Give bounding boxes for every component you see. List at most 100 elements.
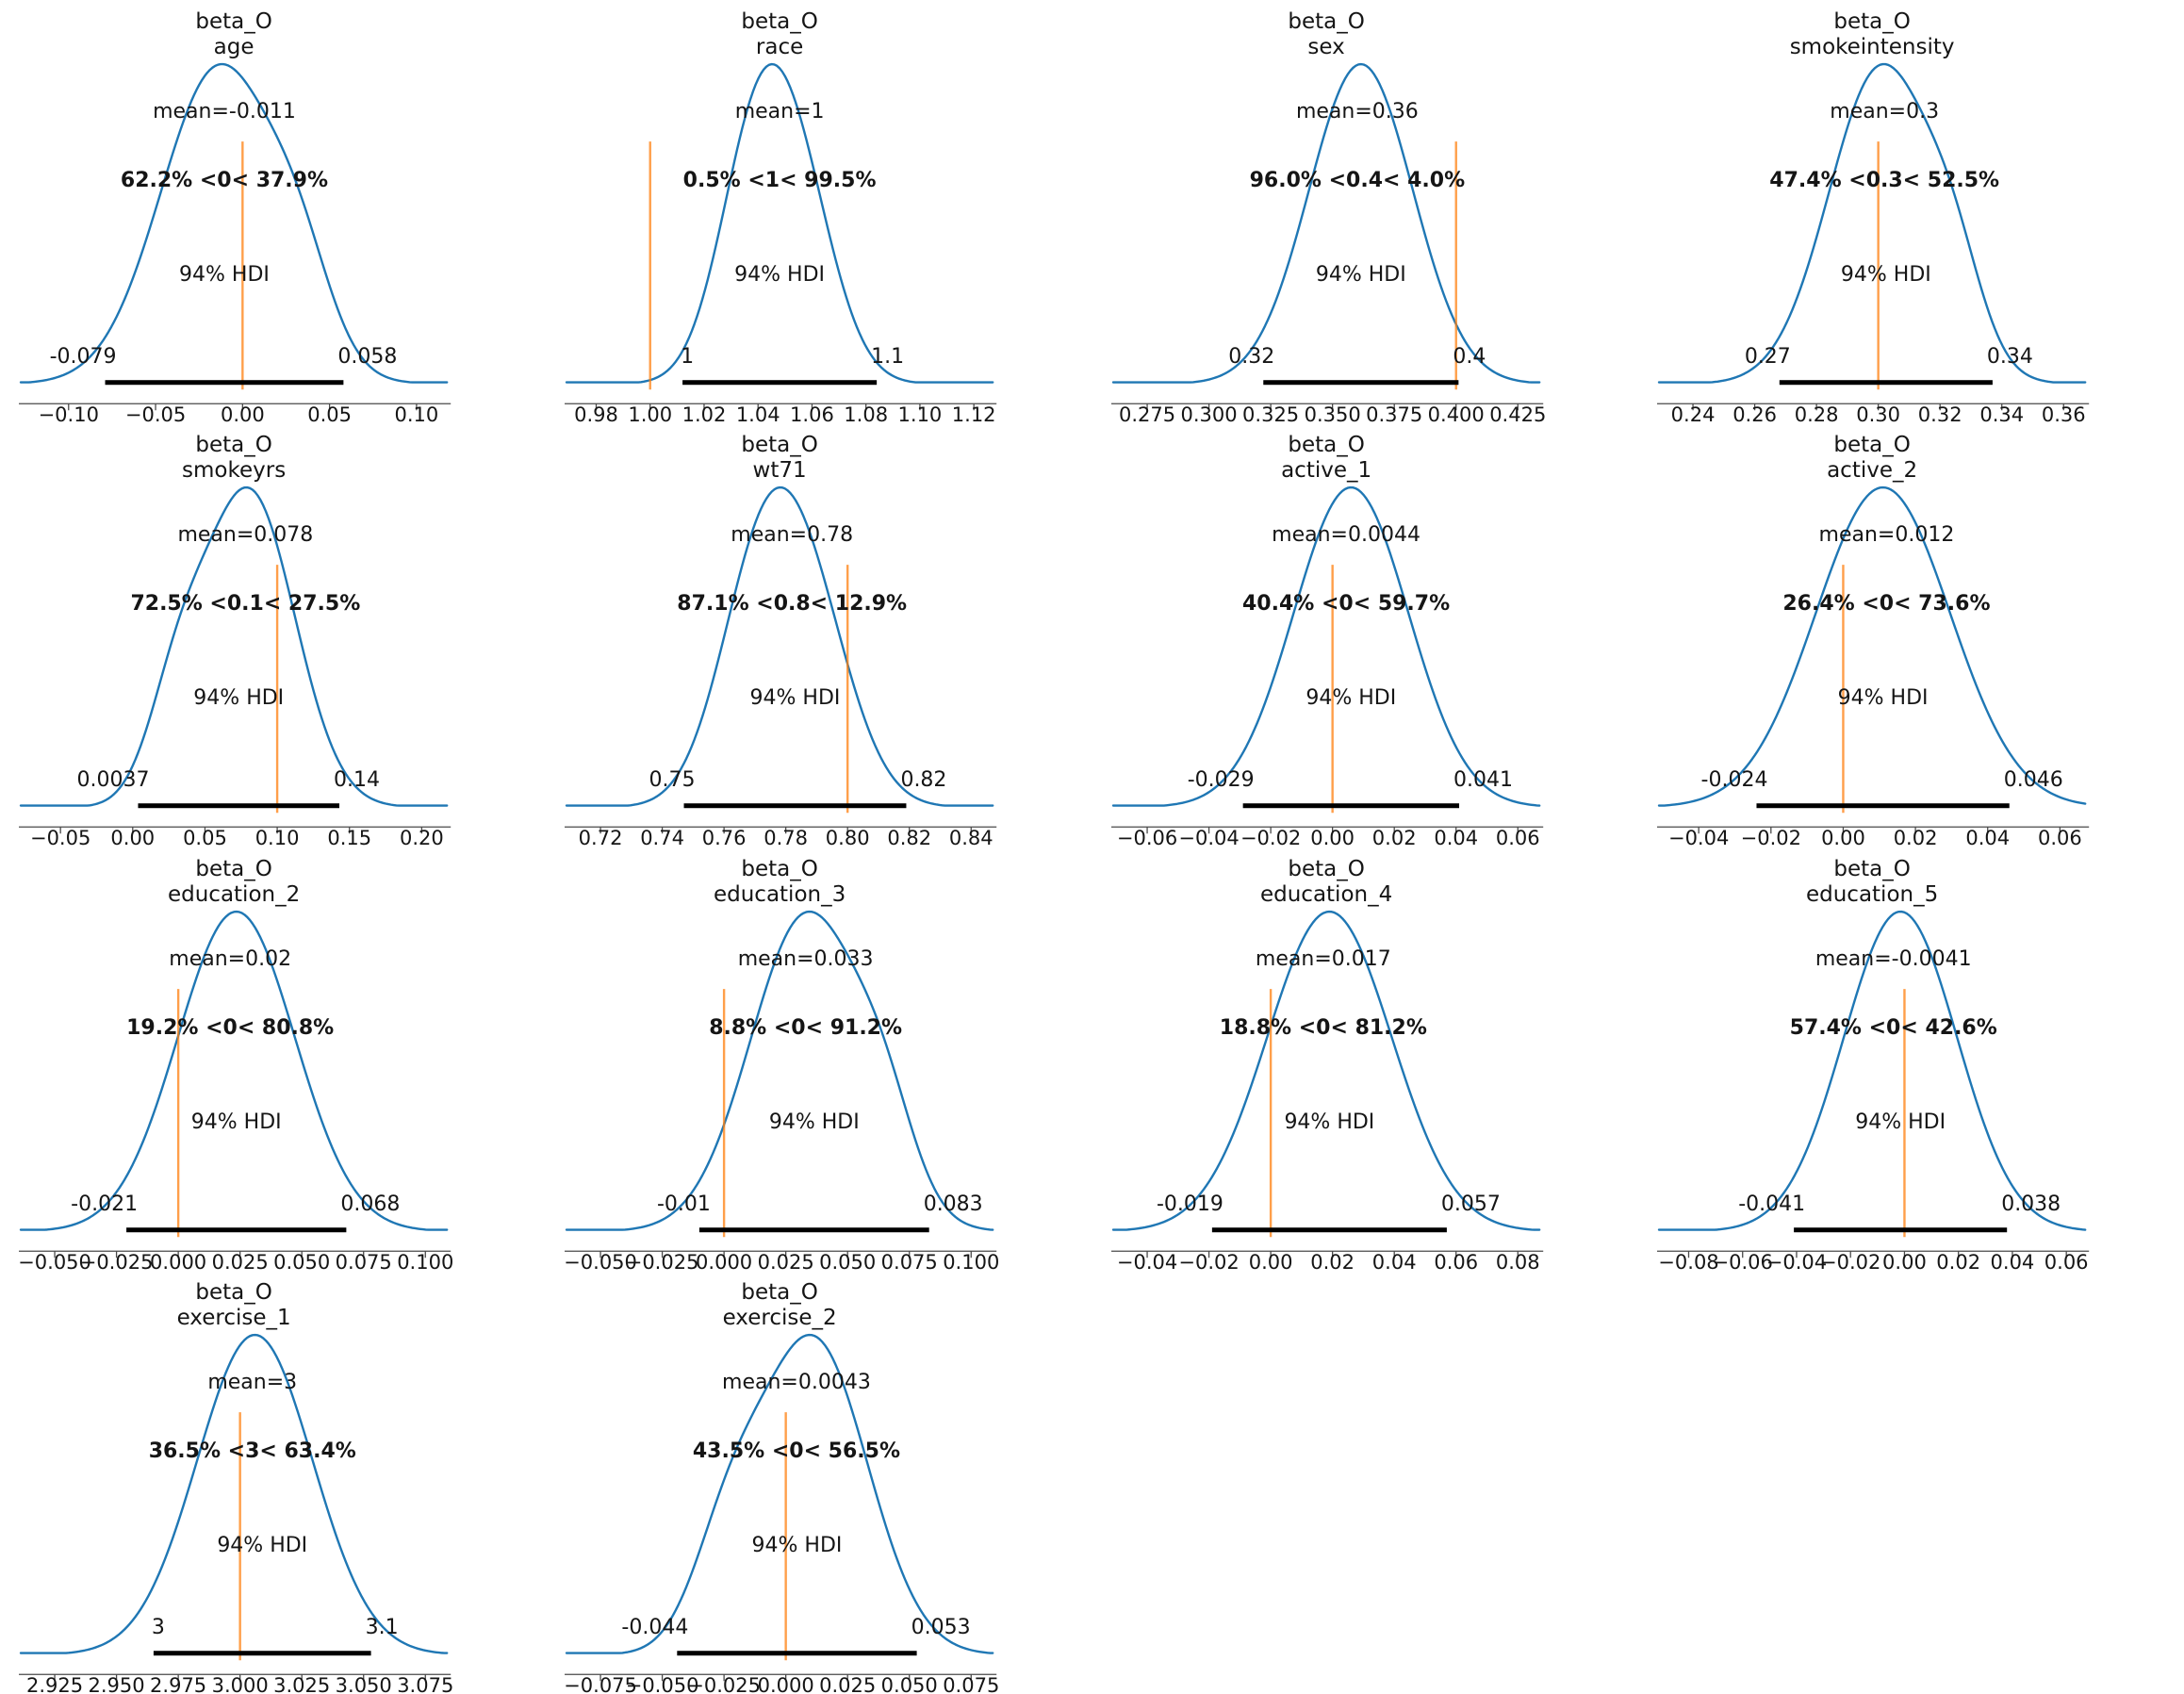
ref-percentage-label: 18.8% <0< 81.2%: [1219, 1016, 1426, 1040]
subplot-smokeintensity: beta_O smokeintensity mean=0.3 47.4% <0.3< …: [1638, 0, 2184, 423]
subplot-title: beta_O: [1288, 857, 1364, 881]
x-tick-label: 1.04: [736, 403, 780, 423]
kde-curve: [566, 486, 994, 807]
x-tick-label: 0.050: [273, 1250, 330, 1271]
x-tick-label: 3.075: [397, 1673, 453, 1694]
hdi-low-label: -0.029: [1187, 768, 1254, 792]
hdi-low-label: 0.27: [1745, 345, 1791, 369]
hdi-bar: [1242, 803, 1459, 809]
x-tick-label: 0.050: [819, 1250, 876, 1271]
x-tick-label: −0.02: [1240, 826, 1300, 847]
ref-percentage-label: 96.0% <0.4< 4.0%: [1249, 169, 1464, 192]
x-tick-label: −0.08: [1658, 1250, 1718, 1271]
subplot-subtitle: smokeintensity: [1789, 35, 1954, 59]
x-tick-label: 0.400: [1427, 403, 1484, 423]
x-tick-label: 0.78: [764, 826, 809, 847]
mean-label: mean=1: [735, 100, 825, 123]
subplot-subtitle: education_4: [1259, 882, 1391, 907]
ref-percentage-label: 8.8% <0< 91.2%: [709, 1016, 902, 1040]
hdi-bar: [1793, 1226, 2007, 1232]
mean-label: mean=0.0044: [1272, 523, 1420, 547]
kde-curve: [19, 1333, 449, 1654]
mean-label: mean=-0.011: [153, 100, 296, 123]
subplot-title: beta_O: [1288, 433, 1364, 457]
hdi-high-label: 1.1: [871, 345, 904, 369]
x-tick-label: 0.325: [1242, 403, 1299, 423]
subplot-subtitle: active_2: [1827, 458, 1917, 483]
hdi-interval-label: 94% HDI: [734, 263, 825, 287]
hdi-low-label: -0.01: [657, 1192, 711, 1216]
x-tick-label: 0.08: [1495, 1250, 1539, 1271]
x-tick-label: 0.00: [1248, 1250, 1292, 1271]
hdi-bar: [1756, 803, 2010, 809]
x-tick-label: 0.000: [696, 1250, 752, 1271]
x-tick-label: 0.05: [183, 826, 227, 847]
x-tick-label: 0.02: [1371, 826, 1416, 847]
x-tick-label: 0.075: [881, 1250, 938, 1271]
hdi-high-label: 0.4: [1453, 345, 1486, 369]
hdi-high-label: 0.038: [2001, 1192, 2061, 1216]
x-tick-label: −0.05: [30, 826, 90, 847]
x-tick-label: −0.02: [1740, 826, 1800, 847]
subplot-title: beta_O: [1833, 857, 1910, 881]
x-tick-label: −0.04: [1178, 826, 1239, 847]
hdi-interval-label: 94% HDI: [1305, 686, 1396, 710]
x-tick-label: −0.06: [1712, 1250, 1772, 1271]
x-tick-label: 0.275: [1118, 403, 1174, 423]
kde-curve: [1657, 486, 2087, 807]
hdi-bar: [1211, 1226, 1447, 1232]
ref-percentage-label: 72.5% <0.1< 27.5%: [130, 592, 360, 616]
x-tick-label: −0.02: [1178, 1250, 1239, 1271]
kde-curve: [1657, 62, 2087, 384]
hdi-bar: [682, 380, 878, 386]
subplot-education_4: beta_O education_4 mean=0.017 18.8% <0< 81.…: [1092, 847, 1638, 1271]
subplot-subtitle: sex: [1307, 35, 1344, 59]
subplot-title: beta_O: [195, 9, 271, 34]
subplot-exercise_1: beta_O exercise_1 mean=3 36.5% <3< 63.4% 94%…: [0, 1271, 546, 1694]
x-tick-label: −0.050: [564, 1250, 637, 1271]
subplot-subtitle: age: [214, 35, 255, 59]
hdi-interval-label: 94% HDI: [179, 263, 270, 287]
x-tick-label: 0.82: [888, 826, 932, 847]
x-tick-label: 0.00: [1310, 826, 1355, 847]
mean-label: mean=0.78: [731, 523, 854, 547]
x-tick-label: 0.075: [943, 1673, 999, 1694]
hdi-interval-label: 94% HDI: [752, 1534, 843, 1557]
mean-label: mean=3: [207, 1371, 297, 1394]
hdi-low-label: 3: [152, 1616, 165, 1639]
subplot-subtitle: education_5: [1806, 882, 1938, 907]
x-tick-label: 0.02: [1310, 1250, 1355, 1271]
x-tick-label: 0.15: [327, 826, 371, 847]
kde-curve: [566, 62, 994, 384]
ref-percentage-label: 19.2% <0< 80.8%: [126, 1016, 334, 1040]
x-tick-label: −0.025: [80, 1250, 154, 1271]
x-tick-label: −0.02: [1820, 1250, 1880, 1271]
x-tick-label: 0.025: [212, 1250, 269, 1271]
subplot-title: beta_O: [1288, 9, 1364, 34]
x-tick-label: 3.050: [336, 1673, 392, 1694]
hdi-interval-label: 94% HDI: [750, 686, 841, 710]
x-tick-label: 0.06: [2038, 826, 2082, 847]
subplot-subtitle: exercise_2: [723, 1306, 837, 1330]
mean-label: mean=0.3: [1830, 100, 1939, 123]
x-tick-label: 1.06: [790, 403, 834, 423]
hdi-interval-label: 94% HDI: [1315, 263, 1405, 287]
x-tick-label: 0.06: [2044, 1250, 2089, 1271]
x-tick-label: 0.30: [1856, 403, 1900, 423]
subplot-age: beta_O age mean=-0.011 62.2% <0< 37.9% 94% H…: [0, 0, 546, 423]
subplot-subtitle: race: [756, 35, 803, 59]
mean-label: mean=0.012: [1818, 523, 1954, 547]
x-tick-label: 0.34: [1979, 403, 2024, 423]
ref-percentage-label: 36.5% <3< 63.4%: [149, 1439, 356, 1463]
x-tick-label: 0.36: [2042, 403, 2086, 423]
kde-curve: [1111, 486, 1540, 807]
x-tick-label: 0.025: [819, 1673, 876, 1694]
subplot-title: beta_O: [742, 857, 818, 881]
